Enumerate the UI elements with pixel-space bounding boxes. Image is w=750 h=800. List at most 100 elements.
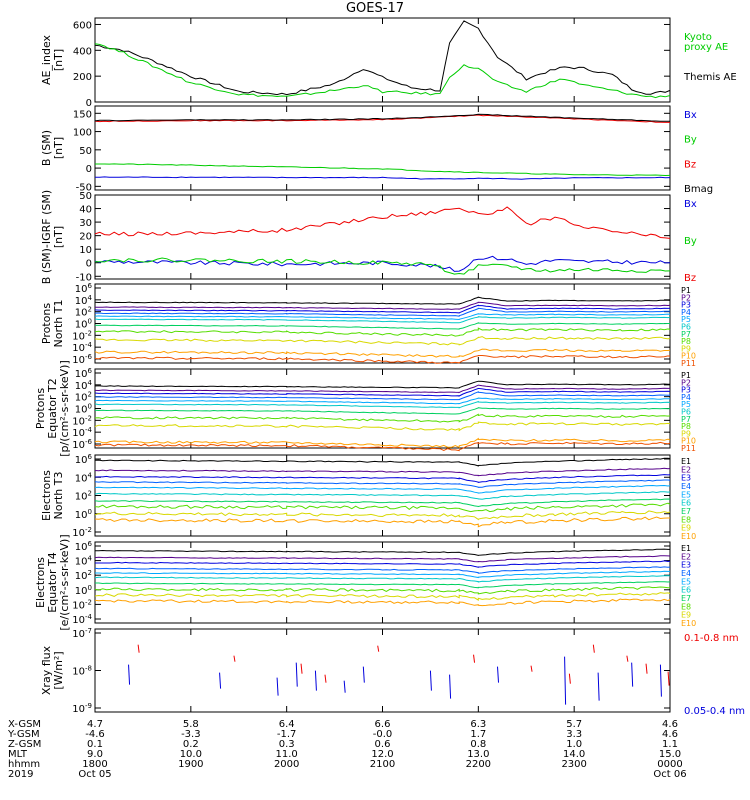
channel-line [94,510,671,521]
x-table-cell: 15.0 [659,749,681,760]
x-table-row-label: 2019 [8,769,33,780]
x-table-cell: Oct 06 [653,769,686,780]
y-tick-label: 200 [73,72,92,83]
legend-channel: P2 [681,293,691,302]
panel-frame [94,194,671,280]
x-table-cell: 6.3 [470,719,486,730]
xray-segment-blue [597,672,600,701]
x-table-cell: -1.7 [277,729,297,740]
channel-line [94,592,671,601]
y-tick-label: 40 [79,205,92,216]
y-tick-label: 10-4 [72,426,92,439]
y-tick-label: 10 [79,245,92,256]
legend-channel: P11 [681,444,696,453]
panel-frame [94,541,671,624]
channel-line [94,479,671,488]
series-line-by [95,257,671,275]
y-axis-label: [nT] [52,49,65,71]
x-table-row-label: Y-GSM [7,729,40,740]
channel-line [95,548,670,557]
legend-channel: E6 [681,586,691,595]
channel-line [94,327,671,337]
legend-channel: E1 [681,457,691,466]
legend-channel: P6 [681,408,691,417]
y-tick-label: 10-6 [72,438,92,451]
channel-line [95,581,671,589]
legend-item: proxy AE [684,42,728,53]
legend-channel: P7 [681,330,691,339]
xray-segment-red [377,645,380,652]
x-table-row-label: hhmm [8,759,40,770]
y-axis-label: [e/(cm²-s-sr-keV)] [58,534,71,630]
channel-line [94,380,671,389]
xray-segment-blue [362,666,365,683]
y-tick-label: 106 [75,367,93,380]
channel-line [94,491,671,500]
panel-frame [94,454,671,537]
panel-data [94,457,671,528]
channel-line [94,516,670,528]
channel-line [94,421,671,432]
y-tick-label: 10-8 [72,665,92,678]
legend-channel: P3 [681,301,691,310]
legend-channel: P8 [681,422,691,431]
xray-segment-red [473,654,476,663]
legend-channel: P7 [681,415,691,424]
legend-channel: P9 [681,429,691,438]
x-table-cell: 0.6 [375,739,391,750]
legend-channel: P4 [681,393,691,402]
y-tick-label: 10-2 [72,526,92,539]
x-table-cell: 2000 [274,759,299,770]
y-tick-label: 0 [86,259,92,270]
legend-channel: E7 [681,594,691,603]
x-table-cell: -0.0 [373,729,393,740]
channel-line [94,437,671,449]
x-table-cell: 13.0 [467,749,489,760]
legend-channel: P1 [681,286,691,295]
series-line-kyoto-proxy-ae [94,43,671,99]
channel-line [95,301,671,310]
legend-channel: P10 [681,437,696,446]
y-axis-label: North T3 [52,472,65,520]
y-tick-label: 104 [75,379,93,392]
y-tick-label: 106 [75,282,93,295]
panel-data [94,548,671,607]
channel-line [94,384,670,394]
legend-channel: E3 [681,561,691,570]
channel-line [94,355,671,364]
y-tick-label: 104 [75,471,93,484]
xray-segment-blue [295,662,298,687]
legend-channel: E6 [681,499,691,508]
x-table-cell: 1.0 [566,739,582,750]
channel-line [94,598,671,607]
x-table-cell: 4.6 [662,729,678,740]
channel-line [94,484,671,494]
x-table-cell: 14.0 [563,749,585,760]
y-tick-label: 100 [73,128,92,139]
legend-channel: E5 [681,490,691,499]
legend-channel: P11 [681,359,696,368]
x-table-cell: -3.3 [181,729,201,740]
legend-channel: P6 [681,323,691,332]
legend-item: By [684,135,697,146]
y-axis-label: [p/(cm²-s-sr-keV)] [58,360,71,457]
x-table-cell: 4.6 [662,719,678,730]
x-table-row-label: Z-GSM [8,739,41,750]
panel-data [128,644,670,705]
chart-title: GOES-17 [346,1,404,16]
y-tick-label: 100 [75,508,92,521]
y-tick-label: 400 [73,46,92,57]
xray-segment-red [645,663,648,674]
x-table-cell: 4.7 [87,719,103,730]
xray-segment-red [592,644,595,653]
channel-line [94,467,671,477]
channel-line [94,400,671,409]
x-table-cell: 3.3 [566,729,582,740]
channel-line [94,407,671,415]
y-tick-label: 100 [75,584,92,597]
legend-channel: P9 [681,344,691,353]
y-tick-label: 104 [75,294,93,307]
